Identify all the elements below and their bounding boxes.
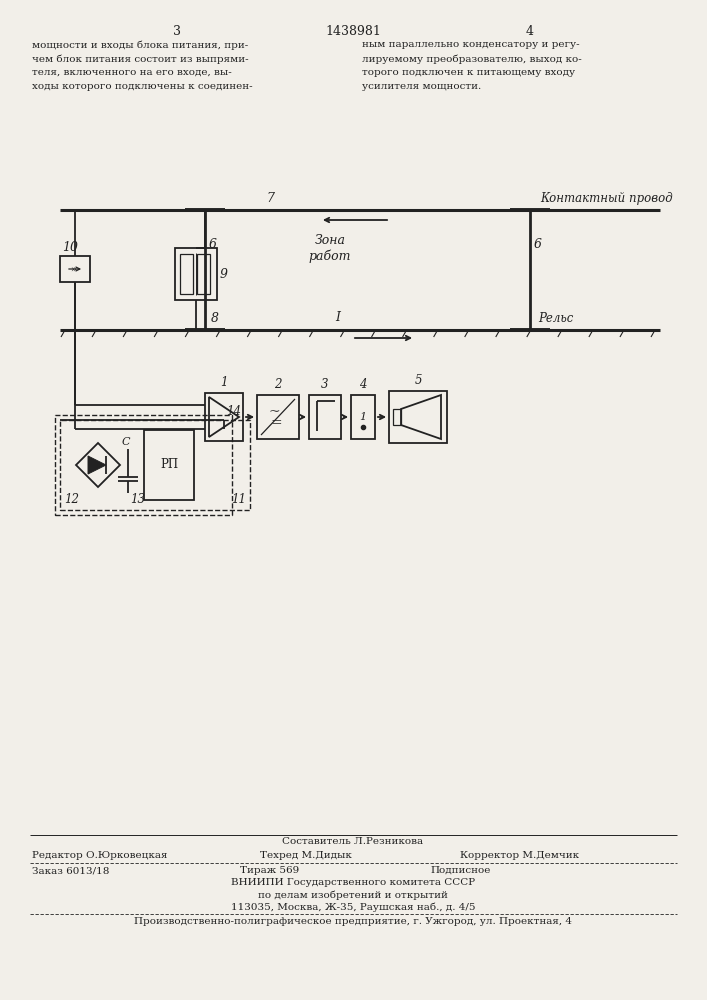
Text: лируемому преобразователю, выход ко-: лируемому преобразователю, выход ко- <box>362 54 582 64</box>
Text: ~: ~ <box>268 405 280 419</box>
Text: Тираж 569: Тираж 569 <box>240 866 299 875</box>
Bar <box>393 409 401 425</box>
Text: ВНИИПИ Государственного комитета СССР: ВНИИПИ Государственного комитета СССР <box>231 878 475 887</box>
Text: Техред М.Дидык: Техред М.Дидык <box>260 851 352 860</box>
Text: 10: 10 <box>62 241 78 254</box>
Text: РП: РП <box>160 458 178 472</box>
Text: 3: 3 <box>321 378 329 391</box>
Text: 113035, Москва, Ж-35, Раушская наб., д. 4/5: 113035, Москва, Ж-35, Раушская наб., д. … <box>230 902 475 912</box>
Bar <box>309 395 341 439</box>
Text: ным параллельно конденсатору и регу-: ным параллельно конденсатору и регу- <box>362 40 580 49</box>
Text: 1: 1 <box>221 376 228 389</box>
Bar <box>60 420 250 510</box>
Text: Подписное: Подписное <box>430 866 491 875</box>
Text: I: I <box>335 311 340 324</box>
Text: ходы которого подключены к соединен-: ходы которого подключены к соединен- <box>32 82 252 91</box>
Text: работ: работ <box>309 249 351 263</box>
Text: 1: 1 <box>359 412 366 422</box>
Text: =: = <box>270 416 282 430</box>
Text: Контактный провод: Контактный провод <box>540 192 673 205</box>
Bar <box>180 254 193 294</box>
Bar <box>257 395 299 439</box>
Text: 14: 14 <box>226 405 241 418</box>
Text: 6: 6 <box>534 238 542 251</box>
Text: 12: 12 <box>64 493 79 506</box>
Text: 6: 6 <box>209 238 217 251</box>
Text: 5: 5 <box>414 374 422 387</box>
Bar <box>175 248 217 300</box>
Bar <box>144 430 194 500</box>
Bar <box>55 415 232 515</box>
Text: 2: 2 <box>274 378 282 391</box>
Text: 1438981: 1438981 <box>325 25 381 38</box>
Text: Составитель Л.Резникова: Составитель Л.Резникова <box>282 837 423 846</box>
Text: Редактор О.Юрковецкая: Редактор О.Юрковецкая <box>32 851 168 860</box>
Bar <box>60 256 90 282</box>
Text: 3: 3 <box>173 25 181 38</box>
Bar <box>197 254 210 294</box>
Text: C: C <box>122 437 131 447</box>
Text: по делам изобретений и открытий: по делам изобретений и открытий <box>258 890 448 900</box>
Text: 13: 13 <box>130 493 145 506</box>
Text: Производственно-полиграфическое предприятие, г. Ужгород, ул. Проектная, 4: Производственно-полиграфическое предприя… <box>134 917 572 926</box>
Text: 9: 9 <box>220 267 228 280</box>
Polygon shape <box>88 456 106 474</box>
Text: Рельс: Рельс <box>538 312 573 325</box>
Text: Корректор М.Демчик: Корректор М.Демчик <box>460 851 579 860</box>
Text: 11: 11 <box>231 493 246 506</box>
Text: чем блок питания состоит из выпрями-: чем блок питания состоит из выпрями- <box>32 54 249 64</box>
Bar <box>205 393 243 441</box>
Text: 4: 4 <box>526 25 534 38</box>
Text: Зона: Зона <box>315 234 346 247</box>
Bar <box>389 391 447 443</box>
Bar <box>351 395 375 439</box>
Text: 4: 4 <box>359 378 367 391</box>
Text: усилителя мощности.: усилителя мощности. <box>362 82 481 91</box>
Text: 8: 8 <box>211 312 219 325</box>
Text: торого подключен к питающему входу: торого подключен к питающему входу <box>362 68 575 77</box>
Text: 7: 7 <box>266 192 274 205</box>
Text: »: » <box>70 265 76 274</box>
Text: мощности и входы блока питания, при-: мощности и входы блока питания, при- <box>32 40 248 49</box>
Text: Заказ 6013/18: Заказ 6013/18 <box>32 866 110 875</box>
Text: теля, включенного на его входе, вы-: теля, включенного на его входе, вы- <box>32 68 232 77</box>
